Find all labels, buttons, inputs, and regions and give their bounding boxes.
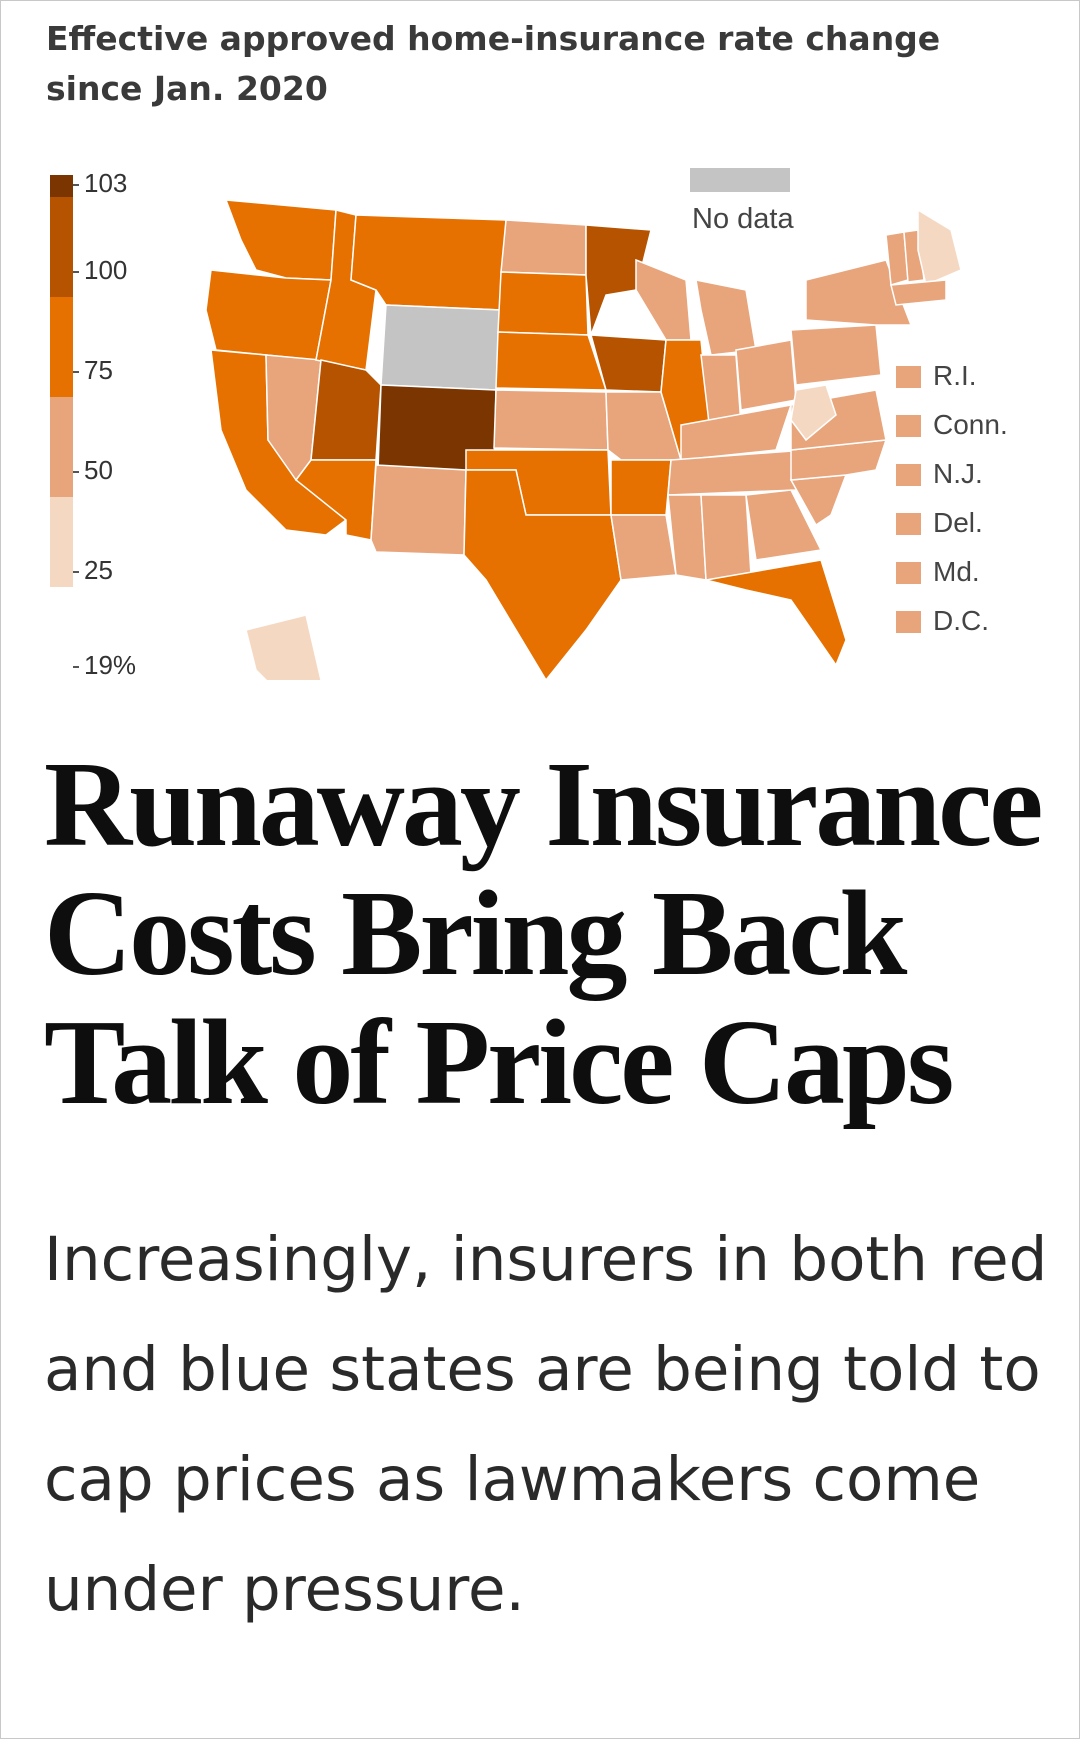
legend-label: 103 <box>84 168 128 198</box>
legend-label: 25 <box>84 555 113 585</box>
state-shape-wi <box>635 258 692 341</box>
legend-tick <box>73 571 79 573</box>
small-state-label: Conn. <box>933 409 1008 440</box>
legend-tick <box>73 471 79 473</box>
small-state-swatch <box>896 464 921 486</box>
state-shape-ks <box>493 389 609 451</box>
legend-bin <box>50 197 73 297</box>
small-state-label: Del. <box>933 507 983 538</box>
state-shape-nm <box>370 464 467 556</box>
color-scale-legend <box>50 175 73 587</box>
legend-label: 19% <box>84 650 137 680</box>
small-state-swatch <box>896 611 921 633</box>
state-shape-oh <box>735 339 797 411</box>
state-shape-nd <box>500 219 587 276</box>
small-state-swatch <box>896 562 921 584</box>
legend-tick <box>73 271 79 273</box>
small-state-label: R.I. <box>933 360 977 391</box>
state-shape-al <box>700 494 752 581</box>
no-data-swatch <box>690 168 790 192</box>
chart-title: Effective approved home-insurance rate c… <box>46 19 941 108</box>
state-shape-la <box>610 514 677 581</box>
legend-tick <box>73 666 79 668</box>
legend-tick <box>73 184 79 186</box>
small-state-label: D.C. <box>933 605 989 636</box>
state-shape-ma <box>890 279 947 306</box>
legend-label: 75 <box>84 355 113 385</box>
state-shape-wa <box>224 199 337 281</box>
state-shape-ky <box>680 404 793 461</box>
legend-bin <box>50 397 73 497</box>
legend-tick <box>73 371 79 373</box>
article-headline[interactable]: Runaway Insurance Costs Bring Back Talk … <box>44 737 1043 1130</box>
small-state-swatch <box>896 415 921 437</box>
state-shape-az <box>294 459 377 541</box>
state-shape-mi <box>695 279 757 356</box>
state-shape-ut <box>310 359 382 461</box>
state-shape-fl <box>705 559 847 667</box>
state-shape-pa <box>790 324 882 386</box>
no-data-label: No data <box>692 203 794 235</box>
state-shape-ne <box>495 331 608 391</box>
legend-bin <box>50 297 73 397</box>
small-state-swatch <box>896 366 921 388</box>
state-shape-mn <box>585 224 652 336</box>
state-shape-ny <box>805 259 913 326</box>
state-shape-ak <box>245 614 322 680</box>
state-shape-wy <box>380 304 502 391</box>
small-state-label: N.J. <box>933 458 983 489</box>
state-shape-ar <box>610 459 672 516</box>
state-shape-or <box>205 269 332 361</box>
state-shape-me <box>917 208 962 287</box>
legend-label: 100 <box>84 255 128 285</box>
small-state-label: Md. <box>933 556 980 587</box>
legend-bin <box>50 497 73 587</box>
state-shape-ga <box>745 489 823 561</box>
small-state-swatch <box>896 513 921 535</box>
state-shape-sd <box>497 271 589 336</box>
us-choropleth-map <box>205 199 962 680</box>
state-shape-wv <box>790 384 837 442</box>
article-dek: Increasingly, insurers in both red and b… <box>44 1224 1048 1625</box>
state-shape-tx <box>463 469 622 680</box>
legend-bin <box>50 175 73 197</box>
legend-label: 50 <box>84 455 113 485</box>
